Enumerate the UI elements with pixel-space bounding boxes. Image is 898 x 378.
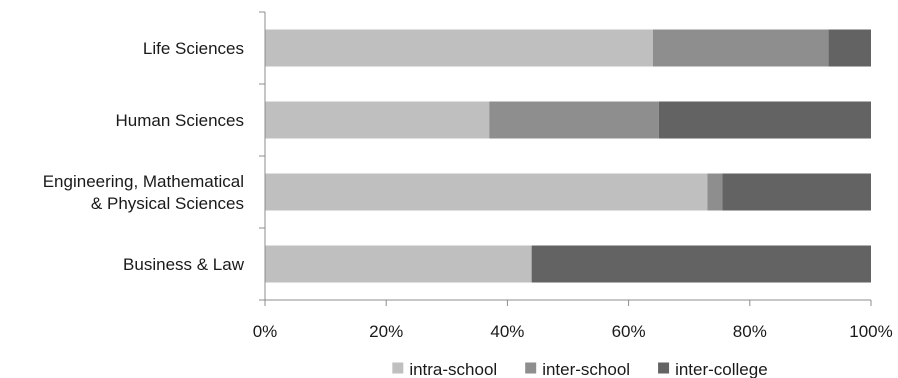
x-tick-label: 0% <box>253 322 278 341</box>
bar-engineering-mathematical-and-physical-sciences-intra-school <box>265 173 708 211</box>
category-label-engineering-mathematical-and-physical-sciences: Engineering, Mathematical & Physical Scie… <box>43 172 244 213</box>
legend-label-inter-school: inter-school <box>542 360 630 378</box>
bar-human-sciences-intra-school <box>265 101 490 139</box>
legend-swatch-inter-college <box>658 362 670 374</box>
x-tick-label: 60% <box>612 322 646 341</box>
bar-business-and-law-inter-college <box>531 245 871 283</box>
x-tick-label: 80% <box>733 322 767 341</box>
bar-life-sciences-intra-school <box>265 29 653 67</box>
bar-life-sciences-inter-school <box>652 29 829 67</box>
legend-swatch-inter-school <box>525 362 537 374</box>
bars-layer <box>265 29 871 283</box>
bar-business-and-law-intra-school <box>265 245 532 283</box>
legend-swatch-intra-school <box>392 362 404 374</box>
bar-engineering-mathematical-and-physical-sciences-inter-school <box>707 173 723 211</box>
x-tick-label: 20% <box>369 322 403 341</box>
labels-layer: Life Sciences Human Sciences Engineering, … <box>43 39 893 341</box>
bar-human-sciences-inter-school <box>489 101 659 139</box>
axes-layer <box>259 11 872 306</box>
x-tick-label: 40% <box>490 322 524 341</box>
legend: intra-school inter-school inter-college <box>392 360 768 378</box>
legend-label-inter-college: inter-college <box>675 360 768 378</box>
bar-life-sciences-inter-college <box>828 29 871 67</box>
bar-human-sciences-inter-college <box>658 101 871 139</box>
category-label-human-sciences: Human Sciences <box>115 111 244 130</box>
category-label-life-sciences: Life Sciences <box>143 39 244 58</box>
legend-label-intra-school: intra-school <box>409 360 497 378</box>
category-label-business-and-law: Business & Law <box>123 255 245 274</box>
x-tick-label: 100% <box>849 322 892 341</box>
bar-engineering-mathematical-and-physical-sciences-inter-college <box>722 173 871 211</box>
